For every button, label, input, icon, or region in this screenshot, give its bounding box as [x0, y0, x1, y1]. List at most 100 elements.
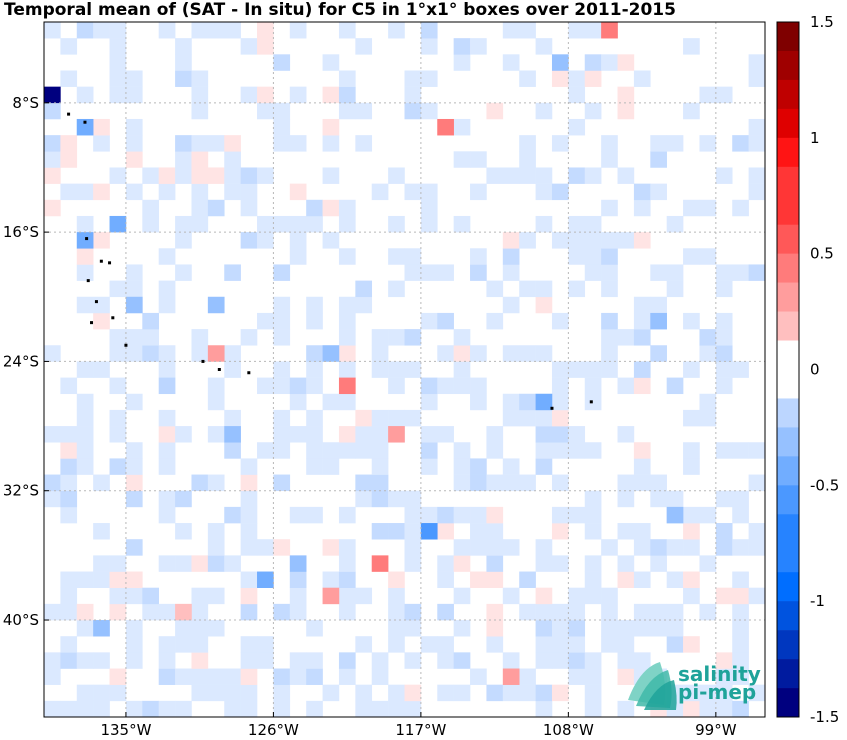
grid-cell [568, 652, 586, 669]
grid-cell [715, 442, 733, 459]
grid-cell [502, 474, 520, 492]
grid-cell [76, 393, 94, 411]
grid-cell [257, 167, 274, 184]
grid-cell [404, 70, 422, 87]
grid-cell [273, 474, 291, 492]
data-cell [437, 118, 454, 136]
data-cell [224, 426, 241, 443]
grid-cell [306, 377, 323, 395]
grid-cell [535, 442, 553, 459]
grid-cell [568, 248, 586, 265]
grid-cell [355, 700, 373, 718]
grid-cell [175, 151, 192, 168]
grid-cell [338, 426, 356, 443]
data-cell [601, 22, 618, 39]
grid-cell [650, 539, 667, 556]
grid-cell [355, 442, 373, 459]
grid-cell [191, 474, 209, 492]
grid-cell [191, 555, 209, 572]
grid-cell [125, 652, 143, 669]
grid-cell [388, 329, 405, 346]
grid-cell [650, 296, 667, 314]
y-tick-label: 16°S [3, 223, 39, 241]
grid-cell [322, 167, 340, 184]
grid-cell [617, 620, 635, 637]
grid-cell [584, 668, 602, 685]
grid-cell [699, 506, 717, 524]
grid-cell [142, 199, 160, 217]
grid-cell [584, 571, 602, 588]
grid-cell [519, 393, 536, 411]
grid-cell [158, 167, 176, 184]
grid-cell [322, 458, 340, 475]
grid-cell [93, 652, 110, 669]
grid-cell [76, 458, 94, 475]
grid-cell [535, 280, 553, 298]
grid-cell [175, 426, 192, 443]
grid-cell [338, 86, 356, 104]
grid-cell [551, 135, 569, 152]
grid-cell [338, 70, 356, 87]
grid-cell [683, 700, 700, 718]
grid-cell [601, 539, 618, 556]
grid-cell [437, 571, 454, 588]
grid-cell [519, 409, 536, 427]
grid-cell [76, 409, 94, 427]
grid-cell [338, 652, 356, 669]
grid-cell [44, 102, 61, 120]
grid-cell [470, 183, 487, 201]
grid-cell [289, 668, 307, 685]
grid-cell [109, 587, 127, 605]
grid-cell [650, 474, 667, 492]
grid-cell [191, 199, 209, 217]
grid-cell [699, 135, 717, 152]
grid-cell [650, 345, 667, 362]
grid-cell [76, 652, 94, 669]
grid-cell [109, 458, 127, 475]
grid-cell [289, 86, 307, 104]
grid-cell [76, 264, 94, 281]
grid-cell [666, 620, 684, 637]
grid-cell [535, 345, 553, 362]
grid-cell [60, 38, 78, 55]
grid-cell [470, 393, 487, 411]
grid-cell [584, 587, 602, 605]
grid-cell [76, 620, 94, 637]
grid-cell [437, 523, 454, 540]
grid-cell [289, 135, 307, 152]
grid-cell [158, 442, 176, 459]
grid-cell [125, 700, 143, 718]
grid-cell [76, 603, 94, 621]
grid-cell [470, 458, 487, 475]
grid-cell [158, 555, 176, 572]
colorbar-frame [776, 21, 800, 718]
grid-cell [76, 296, 94, 314]
grid-cell [519, 280, 536, 298]
grid-cell [60, 700, 78, 718]
grid-cell [683, 539, 700, 556]
grid-cell [617, 377, 635, 395]
grid-cell [207, 199, 225, 217]
island-mark [201, 359, 205, 363]
grid-cell [666, 135, 684, 152]
grid-cell [601, 620, 618, 637]
data-cell [535, 393, 553, 411]
grid-cell [224, 361, 241, 378]
grid-cell [306, 620, 323, 637]
grid-cell [683, 506, 700, 524]
colorbar-segment [777, 50, 799, 81]
grid-cell [420, 22, 438, 39]
colorbar-segment [777, 195, 799, 226]
colorbar-segment [777, 427, 799, 457]
grid-cell [388, 636, 405, 653]
grid-cell [437, 636, 454, 653]
grid-cell [125, 329, 143, 346]
data-cell [76, 232, 94, 249]
grid-cell [420, 183, 438, 201]
grid-cell [371, 345, 389, 362]
grid-cell [683, 409, 700, 427]
grid-cell [60, 587, 78, 605]
grid-cell [732, 571, 749, 588]
grid-cell [404, 523, 422, 540]
grid-cell [388, 490, 405, 508]
